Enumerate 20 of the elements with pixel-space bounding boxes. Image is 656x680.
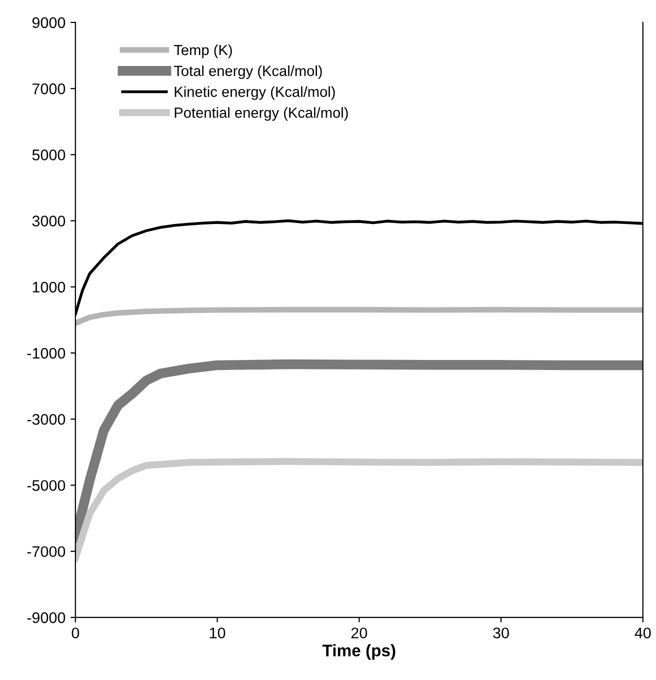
y-tick-label: 7000 bbox=[32, 83, 66, 94]
y-tick-label: -1000 bbox=[27, 348, 66, 359]
x-tick-label: 30 bbox=[493, 628, 509, 638]
y-tick-label: 1000 bbox=[32, 282, 66, 293]
y-tick-label: -7000 bbox=[27, 546, 66, 558]
y-tick-label: 5000 bbox=[32, 150, 66, 160]
x-tick-label: 10 bbox=[210, 628, 226, 638]
y-tick-label: 3000 bbox=[32, 216, 66, 226]
legend-label: Potential energy (Kcal/mol) bbox=[174, 107, 348, 121]
x-tick-label: 20 bbox=[351, 628, 368, 638]
legend-label: Kinetic energy (Kcal/mol) bbox=[174, 86, 335, 100]
x-tick-label: 0 bbox=[72, 628, 80, 638]
y-tick-label: 9000 bbox=[32, 17, 66, 28]
y-tick-label: -3000 bbox=[27, 414, 66, 425]
x-axis-title: Time (ps) bbox=[322, 644, 396, 660]
y-tick-label: -9000 bbox=[27, 612, 66, 624]
legend-label: Temp (K) bbox=[174, 44, 232, 58]
y-tick-label: -5000 bbox=[27, 480, 66, 491]
legend-label: Total energy (Kcal/mol) bbox=[174, 65, 322, 79]
x-tick-label: 40 bbox=[634, 628, 651, 638]
